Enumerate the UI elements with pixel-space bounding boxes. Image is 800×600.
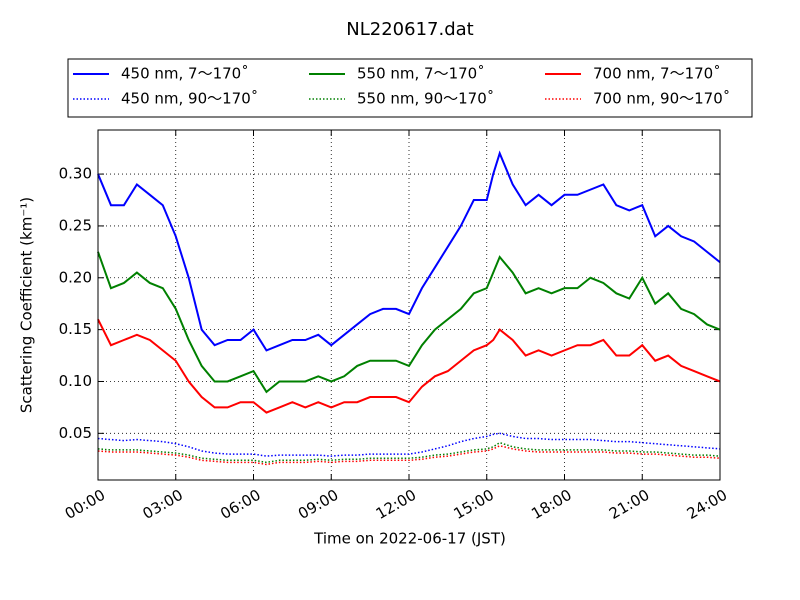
x-axis-label: Time on 2022-06-17 (JST) [313,530,506,548]
data-line [97,150,721,352]
legend: 450 nm, 7～170˚ 550 nm, 7～170˚ 700 nm, 7～17… [67,58,753,118]
legend-label: 450 nm, 90～170˚ [121,90,258,108]
y-tick-label: 0.30 [59,165,92,183]
y-tick-label: 0.05 [59,424,92,442]
y-axis-label: Scattering Coefficient (km⁻¹) [18,197,36,413]
plot-frame [97,129,721,481]
data-line [97,441,721,464]
legend-label: 700 nm, 90～170˚ [593,90,730,108]
legend-box [67,58,753,118]
y-tick-label: 0.15 [59,320,92,338]
data-line [97,432,721,457]
data-line [97,251,721,394]
y-tick-label: 0.25 [59,216,92,234]
chart-title: NL220617.dat [346,19,473,40]
legend-label: 700 nm, 7～170˚ [593,65,721,83]
legend-label: 550 nm, 7～170˚ [357,65,485,83]
legend-label: 550 nm, 90～170˚ [357,90,494,108]
data-line [97,318,721,414]
y-tick-label: 0.20 [59,268,92,286]
data-line [97,444,721,466]
y-tick-label: 0.10 [59,372,92,390]
legend-label: 450 nm, 7～170˚ [121,65,249,83]
